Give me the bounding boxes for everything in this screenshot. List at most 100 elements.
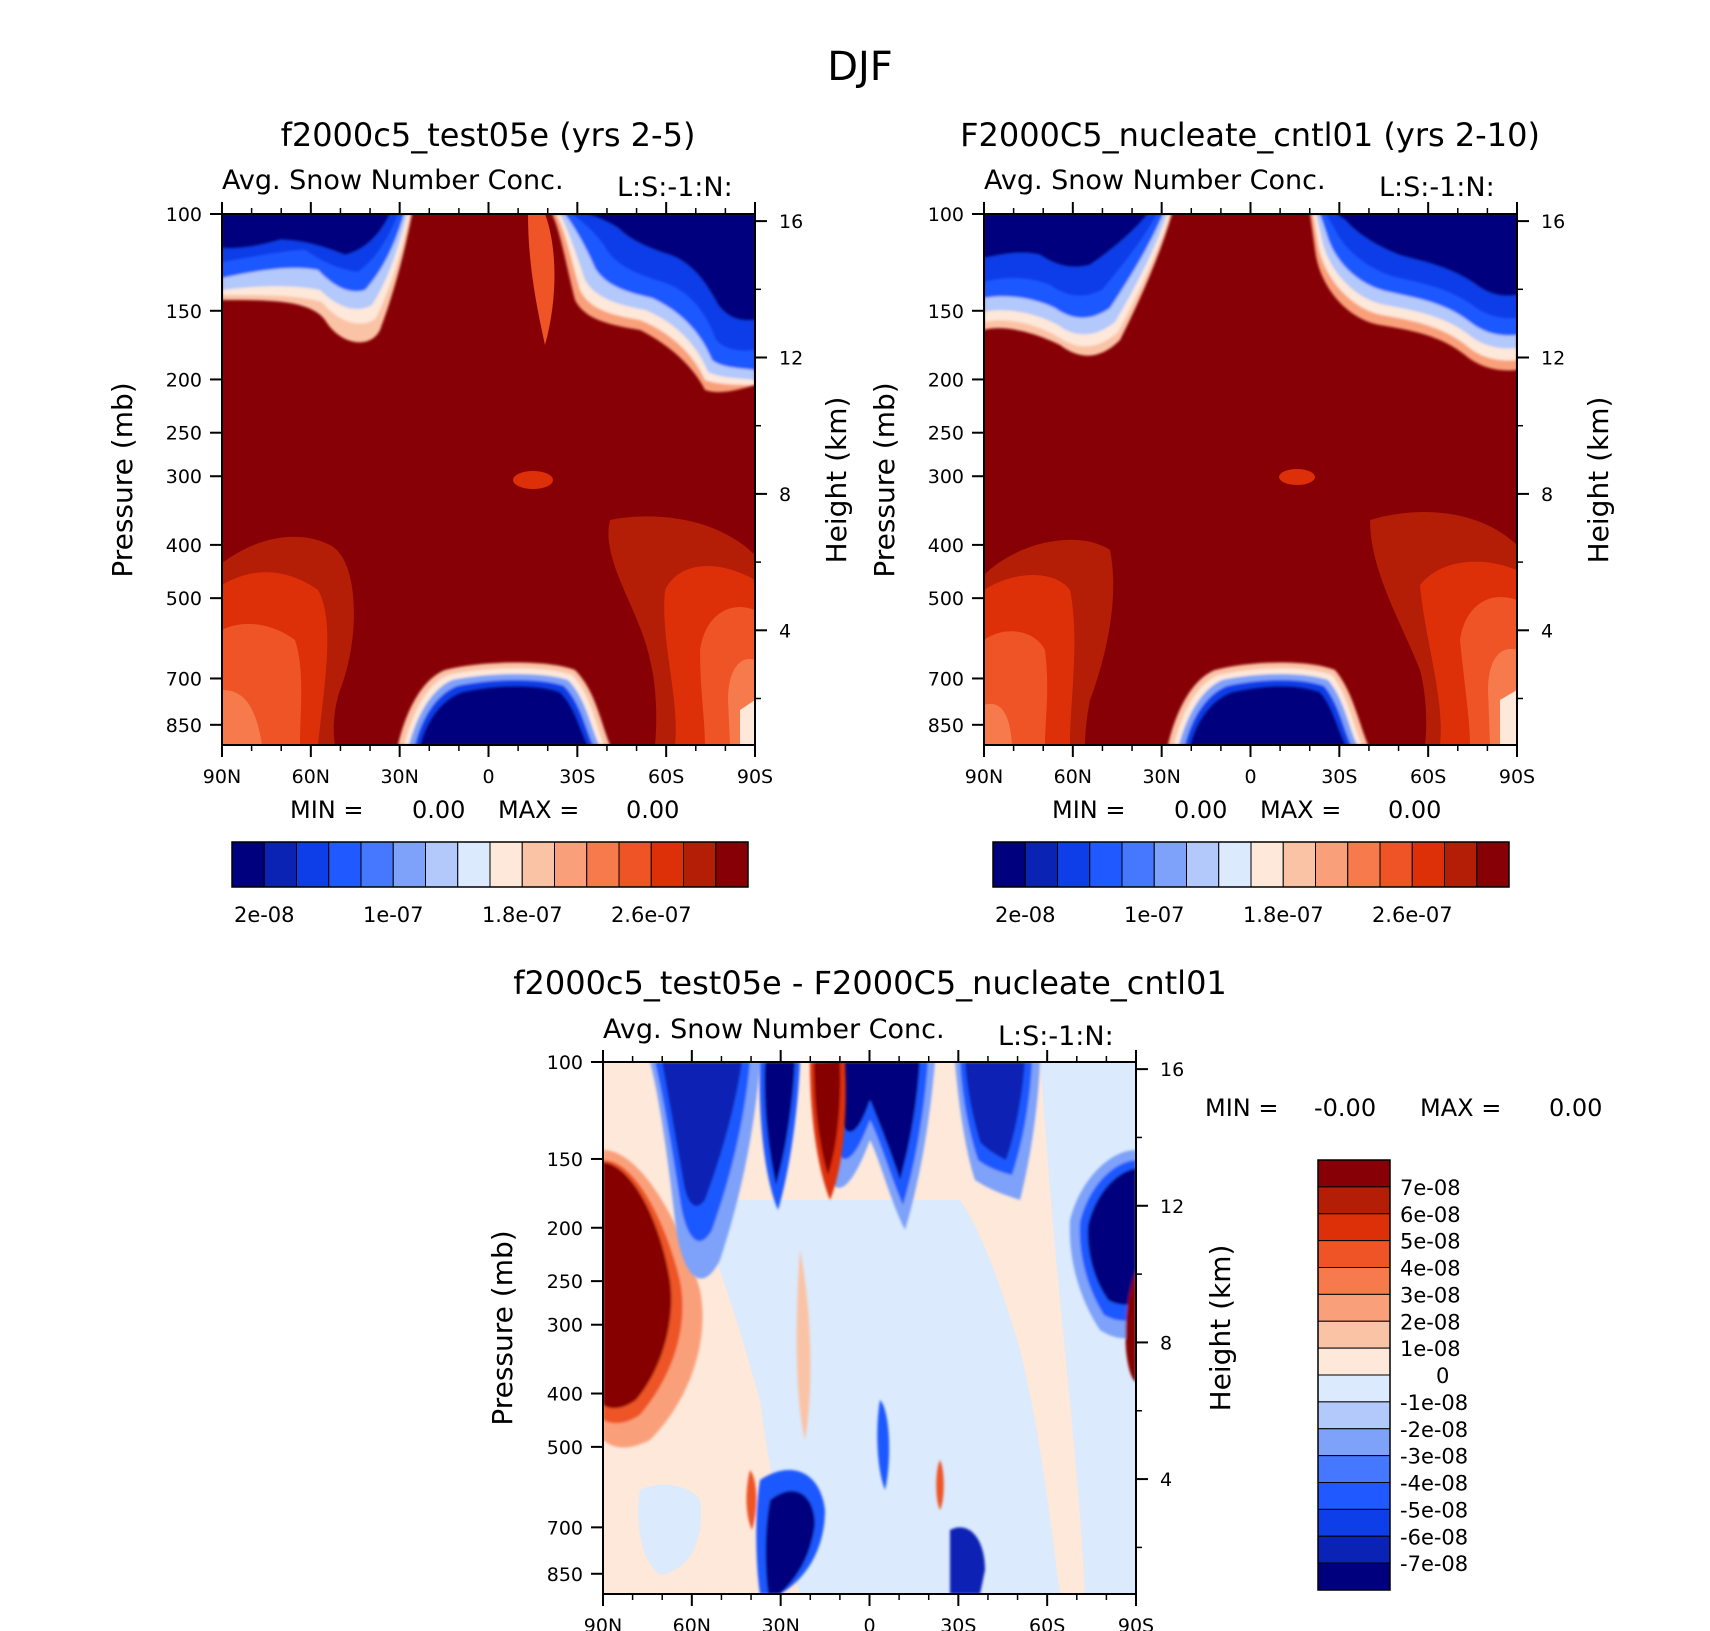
y-tick-label: 400 [166, 535, 202, 557]
y-tick-label: 300 [928, 466, 964, 488]
x-tick-label: 60N [292, 766, 330, 788]
colorbar-swatch [992, 841, 1026, 888]
colorbar-swatch [392, 841, 426, 888]
y-axis-label: Pressure (mb) [868, 382, 901, 577]
max-value: 0.00 [626, 796, 679, 824]
y-right-axis-label: Height (km) [820, 397, 853, 564]
contour-band [528, 214, 555, 345]
x-tick-label: 90N [203, 766, 241, 788]
upper-sh-blue [1310, 214, 1517, 371]
min-value: 0.00 [412, 796, 465, 824]
colorbar-swatch [1411, 841, 1445, 888]
contour-band [740, 700, 755, 745]
colorbar-tick-label: -7e-08 [1400, 1552, 1468, 1576]
colorbar: 2e-08 1e-07 1.8e-07 2.6e-07 [231, 841, 749, 927]
y-right-tick-label: 8 [1160, 1332, 1172, 1354]
colorbar-swatch [1282, 841, 1316, 888]
x-tick-label: 0 [482, 766, 494, 788]
x-tick-label: 90S [1118, 1615, 1154, 1631]
colorbar-frame [1317, 1159, 1391, 1591]
colorbar-tick-label: 2e-08 [1400, 1310, 1461, 1334]
panel-test: f2000c5_test05e (yrs 2-5) Avg. Snow Numb… [106, 116, 853, 927]
colorbar-tick-label: 4e-08 [1400, 1257, 1461, 1281]
colorbar-swatch [1317, 1320, 1391, 1349]
y-tick-label: 100 [547, 1052, 583, 1074]
y-tick-label: 500 [928, 588, 964, 610]
colorbar-swatch [1186, 841, 1220, 888]
colorbar-swatch [360, 841, 394, 888]
colorbar-swatch [521, 841, 555, 888]
y-tick-label: 100 [166, 204, 202, 226]
colorbar-frame [992, 841, 1510, 888]
y-tick-label: 300 [166, 466, 202, 488]
panel-title: F2000C5_nucleate_cntl01 (yrs 2-10) [960, 116, 1540, 154]
colorbar-swatch [296, 841, 330, 888]
panel-subtitle: Avg. Snow Number Conc. [984, 165, 1326, 196]
y-tick-label: 850 [166, 715, 202, 737]
colorbar-swatch [1057, 841, 1091, 888]
colorbar-tick-label: -3e-08 [1400, 1445, 1468, 1469]
y-tick-label: 200 [547, 1218, 583, 1240]
colorbar-swatch [1317, 1428, 1391, 1457]
colorbar-swatch [1317, 1347, 1391, 1376]
figure-title: DJF [827, 44, 893, 90]
colorbar-tick-label: 1e-07 [1124, 903, 1185, 927]
colorbar-swatch [1317, 1293, 1391, 1322]
colorbar-swatch [1317, 1562, 1391, 1591]
colorbar-tick-label: 7e-08 [1400, 1176, 1461, 1200]
max-label: MAX = [498, 796, 579, 824]
colorbar-swatch [1250, 841, 1284, 888]
colorbar-swatch [1317, 1482, 1391, 1510]
axes: 100 150 200 250 300 400 500 700 850 16 12 8 4 90N 60N 3… [547, 1050, 1184, 1631]
colorbar-swatch [1317, 1267, 1391, 1295]
y-tick-label: 400 [928, 535, 964, 557]
colorbar-tick-label: 2e-08 [995, 903, 1056, 927]
y-tick-label: 850 [928, 715, 964, 737]
colorbar-swatch [231, 841, 265, 888]
colorbar-swatch [1153, 841, 1187, 888]
contour-field [984, 214, 1517, 745]
x-tick-label: 90N [584, 1615, 622, 1631]
contour-field [222, 214, 755, 745]
colorbar-swatch [1317, 1535, 1391, 1564]
x-tick-label: 90N [965, 766, 1003, 788]
panel-cntl: F2000C5_nucleate_cntl01 (yrs 2-10) Avg. … [868, 116, 1615, 927]
y-tick-label: 150 [547, 1149, 583, 1171]
max-value: 0.00 [1388, 796, 1441, 824]
x-tick-label: 60S [648, 766, 684, 788]
colorbar-tick-label: -4e-08 [1400, 1472, 1468, 1496]
y-tick-label: 150 [928, 301, 964, 323]
y-tick-label: 300 [547, 1315, 583, 1337]
colorbar-swatch [1476, 841, 1510, 888]
contour-band [222, 690, 262, 745]
colorbar-swatch [1218, 841, 1252, 888]
colorbar-swatch [1317, 1455, 1391, 1483]
min-label: MIN = [1205, 1094, 1278, 1122]
colorbar-swatch [1317, 1374, 1391, 1403]
panel-subtitle: Avg. Snow Number Conc. [603, 1014, 945, 1045]
min-label: MIN = [1052, 796, 1125, 824]
colorbar-swatch [1317, 1401, 1391, 1430]
max-value: 0.00 [1549, 1094, 1602, 1122]
min-value: -0.00 [1314, 1094, 1376, 1122]
x-tick-label: 60N [673, 1615, 711, 1631]
y-tick-label: 200 [166, 369, 202, 391]
x-tick-label: 60S [1410, 766, 1446, 788]
colorbar-swatch [554, 841, 588, 888]
y-right-tick-label: 4 [779, 620, 791, 642]
tropical-lower-blue [398, 662, 610, 745]
y-tick-label: 700 [547, 1517, 583, 1539]
colorbar-tick-label: -6e-08 [1400, 1525, 1468, 1549]
x-tick-label: 30N [380, 766, 418, 788]
contour-band [1279, 469, 1315, 485]
y-right-axis-label: Height (km) [1582, 397, 1615, 564]
y-tick-label: 700 [928, 668, 964, 690]
x-tick-label: 60S [1029, 1615, 1065, 1631]
x-tick-label: 30N [761, 1615, 799, 1631]
x-tick-label: 0 [1244, 766, 1256, 788]
y-right-tick-label: 16 [1541, 211, 1565, 233]
colorbar-swatch [328, 841, 362, 888]
y-right-tick-label: 4 [1541, 620, 1553, 642]
colorbar-swatch [1121, 841, 1155, 888]
